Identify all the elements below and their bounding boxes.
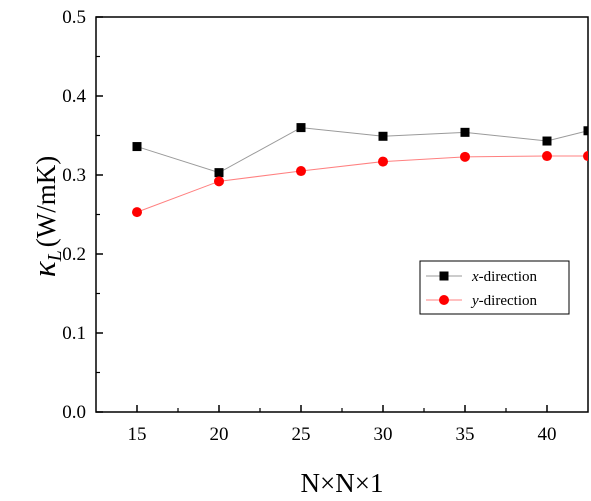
data-point [214,176,224,187]
series-layer [132,123,588,218]
data-point [542,151,552,162]
y-tick-label: 0.1 [62,323,86,344]
data-point [583,126,588,136]
data-point [214,168,224,178]
legend-marker [439,271,449,281]
data-point [378,156,388,167]
y-tick-label: 0.0 [62,402,86,423]
y-axis-symbol: κ [27,260,63,277]
series-line [136,155,588,213]
legend-label: x-direction [471,269,537,285]
series-x-direction [132,123,588,178]
x-tick-label: 25 [292,424,311,445]
x-axis-title: N×N×1 [301,468,384,498]
y-axis-ticks: 0.0 0.1 0.2 0.3 0.4 0.5 [62,7,103,423]
data-point [296,166,306,177]
data-point [132,207,142,218]
data-point [460,151,470,162]
legend-box [419,260,570,315]
data-point [296,123,306,133]
x-axis-ticks: 15 20 25 30 35 40 [128,405,557,445]
x-tick-label: 35 [456,424,475,445]
y-tick-label: 0.4 [62,86,86,107]
legend: x-direction y-direction [419,260,570,315]
series-y-direction [132,151,588,218]
y-axis-subscript: L [44,250,66,262]
y-tick-label: 0.2 [62,244,86,265]
y-axis-unit: (W/mK) [31,156,61,247]
x-tick-label: 20 [210,424,229,445]
x-tick-label: 40 [538,424,557,445]
legend-item: x-direction [426,269,537,285]
series-line [136,127,588,174]
x-tick-label: 15 [128,424,147,445]
x-tick-label: 30 [374,424,393,445]
legend-item: y-direction [426,293,537,309]
y-tick-label: 0.5 [62,7,86,28]
data-point [460,127,470,137]
data-point [542,136,552,146]
legend-marker [439,295,449,305]
plot-frame [95,16,589,413]
data-point [378,131,388,141]
data-point [583,151,588,162]
y-axis-title: κL (W/mK) [27,156,66,277]
data-point [132,142,142,152]
y-tick-label: 0.3 [62,165,86,186]
svg-text:κL(W/mK): κL (W/mK) [27,156,66,277]
legend-label: y-direction [470,293,537,309]
